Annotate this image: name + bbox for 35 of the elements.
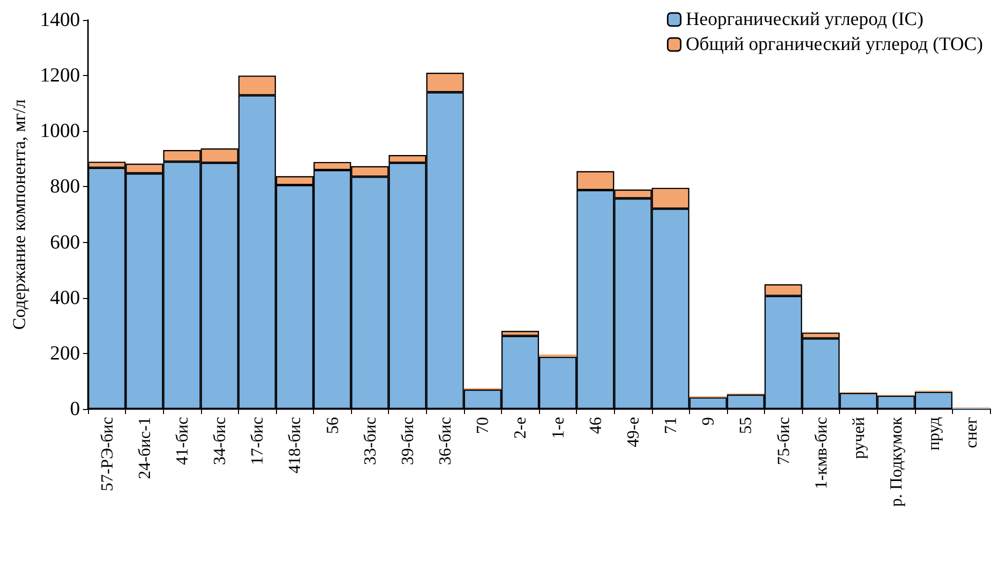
x-tick-label: 70	[473, 417, 492, 434]
x-tick-label: 57-РЭ-бис	[97, 416, 116, 492]
x-tick-label: 75-бис	[774, 416, 793, 465]
x-tick-label: ручей	[848, 417, 868, 459]
y-tick-label: 600	[50, 231, 80, 254]
x-tick-label: 71	[661, 417, 680, 434]
x-tick-label: 1-е	[548, 417, 568, 439]
x-tick-label: 36-бис	[436, 416, 455, 465]
y-axis-title: Содержание компонента, мг/л	[9, 99, 29, 330]
legend-label: Общий органический углерод (TOC)	[686, 34, 984, 55]
legend-label: Неорганический углерод (IC)	[686, 9, 924, 30]
x-tick-label: 49-е	[623, 417, 642, 448]
x-tick-label: 39-бис	[398, 416, 417, 465]
x-tick-label: 9	[698, 417, 718, 426]
x-tick-label: 46	[586, 417, 605, 434]
x-tick-label: 2-е	[510, 417, 530, 439]
y-tick-label: 400	[50, 286, 80, 309]
y-tick-label: 0	[70, 398, 80, 420]
x-tick-label: 55	[736, 417, 756, 434]
y-tick-label: 200	[50, 342, 80, 364]
x-tick-label: пруд	[924, 416, 944, 450]
x-tick-label: 1-кмв-бис	[811, 416, 830, 490]
x-tick-label: снег	[962, 416, 981, 448]
x-tick-label: 17-бис	[248, 416, 267, 465]
y-tick-label: 1400	[40, 9, 80, 31]
x-tick-label: 34-бис	[210, 416, 230, 465]
x-tick-label: 56	[322, 417, 342, 434]
x-tick-label: 418-бис	[285, 416, 304, 474]
y-tick-label: 1000	[40, 120, 80, 142]
x-tick-label: 41-бис	[172, 416, 192, 465]
y-tick-label: 1200	[40, 64, 80, 87]
x-tick-label: 24-бис-1	[134, 417, 154, 480]
y-tick-label: 800	[50, 176, 80, 198]
x-tick-label: 33-бис	[360, 416, 380, 465]
x-tick-label: р. Подкумок	[886, 416, 906, 507]
